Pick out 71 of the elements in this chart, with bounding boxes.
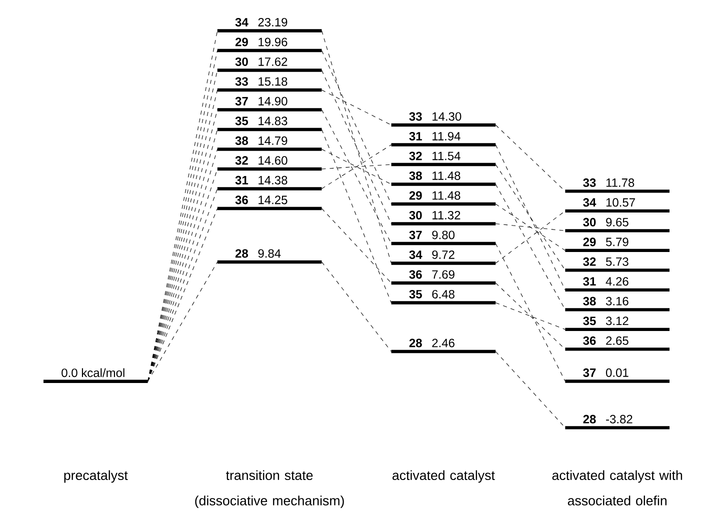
data-label: 23.19: [258, 18, 288, 26]
data-label: 9.72: [432, 250, 454, 259]
legend-label: 38: [235, 136, 248, 145]
category-label: activated catalyst with associated olefin: [552, 470, 682, 506]
text: 30: [409, 210, 422, 220]
data-label: 15.18: [258, 77, 288, 86]
text: 37: [409, 230, 422, 240]
legend-label: 34: [235, 18, 248, 26]
data-label: 14.90: [258, 96, 288, 106]
data-label: 10.57: [606, 198, 635, 207]
data-label: 11.48: [432, 191, 460, 200]
data-label: 2.46: [432, 338, 454, 348]
text: 32: [409, 152, 422, 160]
data-label: 9.80: [432, 230, 455, 240]
data-label: 14.25: [258, 196, 288, 204]
legend-label: 32: [235, 156, 248, 165]
legend-label: 37: [235, 96, 248, 106]
category-label: precatalyst: [64, 470, 128, 483]
text: 35: [583, 316, 596, 326]
data-label: 11.48: [432, 171, 460, 180]
category-label: activated catalyst: [392, 470, 495, 483]
data-label: 0.01: [606, 368, 628, 377]
text: 37: [583, 368, 596, 377]
text: 33: [409, 112, 422, 121]
data-label: 11.78: [606, 178, 634, 187]
legend-label: 35: [235, 116, 248, 126]
text: 38: [409, 171, 422, 180]
data-label: 5.73: [606, 257, 628, 266]
legend-label: 31: [235, 176, 248, 184]
data-label: 9.65: [606, 218, 628, 226]
data-label: 7.69: [432, 270, 454, 279]
data-label: 17.62: [258, 57, 288, 66]
text: 31: [409, 132, 422, 140]
text: 38: [583, 296, 596, 306]
text: 34: [583, 198, 596, 207]
data-label: 0.0 kcal/mol: [62, 368, 124, 378]
text: 30: [583, 218, 596, 226]
legend-label: 33: [235, 77, 248, 86]
data-label: 14.30: [432, 112, 462, 121]
data-label: 14.60: [258, 156, 288, 165]
text: 36: [583, 336, 596, 345]
data-label: 4.26: [606, 277, 628, 286]
legend-label: 29: [235, 38, 248, 46]
data-label: 2.65: [606, 336, 628, 345]
data-label: 11.94: [432, 132, 460, 140]
text: 34: [409, 250, 422, 259]
data-label: 6.48: [432, 290, 454, 298]
category-label: transition state (dissociative mechanism): [195, 470, 344, 508]
legend-label: 36: [235, 196, 248, 204]
data-label: 19.96: [258, 38, 288, 46]
data-label: 3.16: [606, 296, 628, 306]
data-label: 9.84: [258, 249, 281, 258]
text: 29: [409, 191, 422, 200]
data-label: -3.82: [606, 414, 632, 424]
text: 33: [583, 178, 596, 187]
text: 36: [409, 270, 422, 279]
data-label: 3.12: [606, 316, 628, 326]
text: 29: [583, 238, 596, 246]
data-label: 11.32: [432, 210, 460, 220]
data-label: 11.54: [432, 152, 460, 160]
text: 28: [583, 414, 596, 424]
data-label: 14.83: [258, 116, 288, 126]
data-label: 14.79: [258, 136, 288, 145]
data-label: 14.38: [258, 176, 288, 184]
text: 35: [409, 290, 422, 298]
data-label: 5.79: [606, 238, 628, 246]
legend-label: 28: [235, 249, 248, 258]
text: 32: [583, 257, 596, 266]
legend-label: 30: [235, 57, 248, 66]
text: 31: [583, 277, 596, 286]
text: 28: [409, 338, 422, 348]
